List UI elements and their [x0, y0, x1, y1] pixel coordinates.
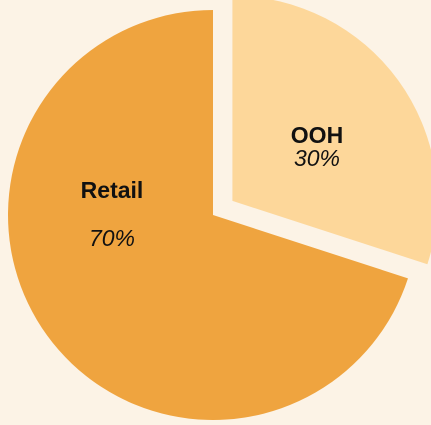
slice-value-label: 70%: [89, 225, 135, 251]
slice-value-label: 30%: [294, 145, 340, 171]
slice-category-label: Retail: [81, 177, 144, 203]
slice-category-label: OOH: [291, 122, 343, 148]
pie-slice: [232, 0, 431, 265]
pie-slice: [8, 10, 408, 420]
